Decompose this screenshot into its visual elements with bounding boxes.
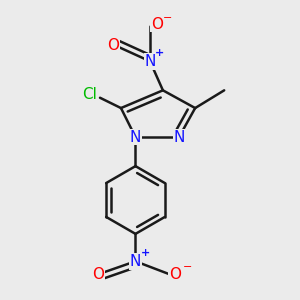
Text: N: N [130,130,141,145]
Text: N: N [130,254,141,269]
Text: O: O [169,267,181,282]
Text: O: O [151,17,163,32]
Text: N: N [144,54,156,69]
Text: −: − [182,262,192,272]
Text: O: O [107,38,119,53]
Text: +: + [155,48,164,58]
Text: −: − [163,13,172,23]
Text: N: N [173,130,185,145]
Text: +: + [140,248,150,258]
Text: Cl: Cl [82,87,97,102]
Text: O: O [92,267,104,282]
